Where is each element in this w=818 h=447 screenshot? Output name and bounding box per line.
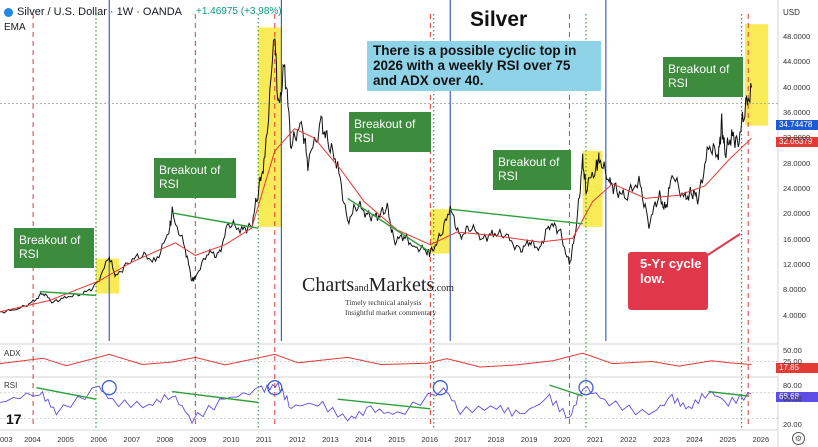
y-tick-label: 20.0000 <box>783 209 811 219</box>
y-tick-label: 48.0000 <box>783 31 811 41</box>
price-change: +1.46975 (+3.98%) <box>196 6 282 17</box>
x-tick-label: 2023 <box>653 435 670 444</box>
y-tick-label: 12.0000 <box>783 259 811 269</box>
indicator-label[interactable]: EMA <box>4 22 26 33</box>
y-tick-label: 28.0000 <box>783 158 811 168</box>
y-tick-label: 40.0000 <box>783 82 811 92</box>
x-tick-label: 2012 <box>288 435 306 444</box>
adx-value-tag: 17.85 <box>776 363 818 373</box>
rsi-pane-label[interactable]: RSI <box>4 381 18 390</box>
rsi-trendline <box>708 390 749 397</box>
x-tick-label: 003 <box>0 435 13 444</box>
rsi-trendline <box>337 398 431 410</box>
cycle-low-callout: 5-Yr cycle low. <box>628 252 708 310</box>
price-trendline <box>172 212 259 229</box>
callout-breakout-4: Breakout of RSI <box>493 150 571 190</box>
currency-label[interactable]: USD <box>783 8 800 17</box>
rsi-tick-label: 20.00 <box>783 419 802 429</box>
ema-price-tag: 32.06379 <box>776 137 818 147</box>
price-trendline <box>347 197 431 253</box>
y-tick-label: 4.0000 <box>783 310 806 320</box>
chart-header: Silver / U.S. Dollar · 1W · OANDA +1.469… <box>0 0 760 36</box>
symbol-info[interactable]: Silver / U.S. Dollar · 1W · OANDA <box>4 6 182 18</box>
note-box: There is a possible cyclic top in 2026 w… <box>367 41 601 91</box>
rsi-peak-circle <box>267 380 283 396</box>
callout-breakout-1: Breakout of RSI <box>14 228 94 268</box>
x-tick-label: 2024 <box>686 435 703 444</box>
x-tick-label: 2019 <box>520 435 538 444</box>
adx-series <box>0 352 752 368</box>
rsi-tick-label: 80.00 <box>783 381 802 391</box>
x-tick-label: 2004 <box>24 435 41 444</box>
chart-title: Silver <box>470 8 528 31</box>
x-tick-label: 2017 <box>454 435 472 444</box>
y-tick-label: 8.0000 <box>783 285 806 295</box>
y-tick-label: 36.0000 <box>783 107 811 117</box>
ema-series <box>0 128 752 313</box>
x-tick-label: 2013 <box>322 435 339 444</box>
rsi-peak-circle <box>578 380 594 396</box>
rsi-trendline <box>549 384 583 397</box>
x-tick-label: 2010 <box>222 435 240 444</box>
x-tick-label: 2018 <box>487 435 505 444</box>
rsi-trendline <box>172 390 259 404</box>
rsi-peak-circle <box>101 380 117 396</box>
adx-tick-label: 50.00 <box>783 346 802 356</box>
y-tick-label: 24.0000 <box>783 183 811 193</box>
symbol-dot-icon <box>4 7 13 17</box>
tradingview-logo[interactable]: 17 <box>6 411 22 427</box>
x-tick-label: 2011 <box>255 435 272 444</box>
y-tick-label: 44.0000 <box>783 57 811 67</box>
callout-breakout-2: Breakout of RSI <box>154 158 236 198</box>
price-trendline <box>450 208 583 225</box>
x-tick-label: 2009 <box>189 435 207 444</box>
x-tick-label: 2014 <box>355 435 372 444</box>
x-tick-label: 2026 <box>752 435 770 444</box>
rsi-series <box>0 381 752 425</box>
rsi-tick-label: 60.00 <box>783 394 802 404</box>
highlight-box <box>258 27 282 227</box>
highlight-box <box>744 24 769 126</box>
adx-tick-label: 25.00 <box>783 356 802 366</box>
symbol-label: Silver / U.S. Dollar · 1W · OANDA <box>17 6 183 18</box>
y-tick-label: 16.0000 <box>783 234 811 244</box>
y-tick-label: 32.0000 <box>783 133 811 143</box>
x-tick-label: 2015 <box>388 435 405 444</box>
x-tick-label: 2025 <box>719 435 737 444</box>
x-tick-label: 2016 <box>421 435 439 444</box>
x-tick-label: 2022 <box>620 435 637 444</box>
gear-icon[interactable]: ⚙ <box>792 432 805 445</box>
x-tick-label: 2021 <box>586 435 604 444</box>
x-tick-label: 2008 <box>156 435 174 444</box>
rsi-value-tag: 68.68 <box>776 392 818 402</box>
callout-breakout-5: Breakout of RSI <box>663 57 743 97</box>
rsi-peak-circle <box>432 380 448 396</box>
brand-logo: ChartsandMarkets.com <box>302 274 454 296</box>
x-tick-label: 2007 <box>123 435 141 444</box>
callout-breakout-3: Breakout of RSI <box>349 112 431 152</box>
adx-pane-label[interactable]: ADX <box>4 349 21 358</box>
x-tick-label: 2006 <box>90 435 107 444</box>
price-series <box>0 38 752 314</box>
x-tick-label: 2005 <box>57 435 74 444</box>
last-price-tag: 34.74478 <box>776 120 818 130</box>
rsi-trendline <box>36 386 97 400</box>
x-tick-label: 2020 <box>553 435 571 444</box>
brand-tagline: Timely technical analysis Insightful mark… <box>345 298 437 317</box>
price-trendline <box>39 290 97 297</box>
